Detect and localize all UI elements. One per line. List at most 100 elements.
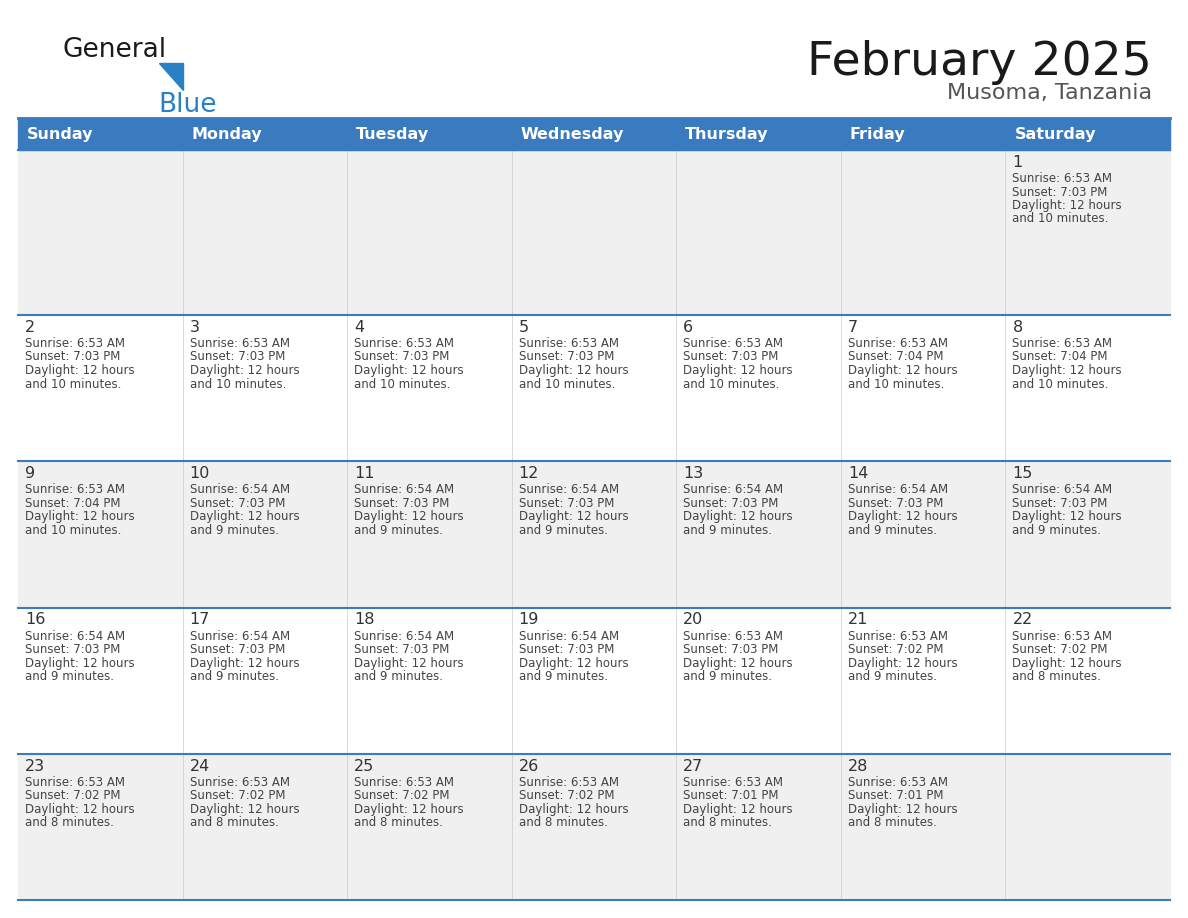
Text: Daylight: 12 hours: Daylight: 12 hours (848, 802, 958, 816)
Text: and 9 minutes.: and 9 minutes. (354, 524, 443, 537)
Text: Sunrise: 6:54 AM: Sunrise: 6:54 AM (354, 630, 454, 643)
Text: and 9 minutes.: and 9 minutes. (190, 524, 278, 537)
Text: Daylight: 12 hours: Daylight: 12 hours (683, 510, 792, 523)
Text: Friday: Friday (849, 127, 905, 141)
Text: 10: 10 (190, 466, 210, 481)
Text: Sunrise: 6:54 AM: Sunrise: 6:54 AM (25, 630, 125, 643)
Text: 3: 3 (190, 320, 200, 335)
Text: Daylight: 12 hours: Daylight: 12 hours (190, 364, 299, 377)
Text: Daylight: 12 hours: Daylight: 12 hours (354, 364, 463, 377)
Bar (18, 150, 1170, 315)
Text: Daylight: 12 hours: Daylight: 12 hours (1012, 656, 1121, 669)
Text: Sunset: 7:02 PM: Sunset: 7:02 PM (354, 789, 449, 802)
Bar (18, 315, 1170, 461)
Text: February 2025: February 2025 (807, 40, 1152, 85)
Text: Sunset: 7:03 PM: Sunset: 7:03 PM (190, 643, 285, 656)
Text: Sunset: 7:03 PM: Sunset: 7:03 PM (848, 497, 943, 509)
Text: Daylight: 12 hours: Daylight: 12 hours (354, 510, 463, 523)
Text: and 9 minutes.: and 9 minutes. (1012, 524, 1101, 537)
Text: and 8 minutes.: and 8 minutes. (519, 816, 607, 829)
Text: 7: 7 (848, 320, 858, 335)
Text: Daylight: 12 hours: Daylight: 12 hours (683, 802, 792, 816)
Text: 13: 13 (683, 466, 703, 481)
Text: and 8 minutes.: and 8 minutes. (190, 816, 278, 829)
Text: Sunset: 7:03 PM: Sunset: 7:03 PM (683, 497, 778, 509)
Text: Sunset: 7:03 PM: Sunset: 7:03 PM (519, 643, 614, 656)
Text: Sunrise: 6:54 AM: Sunrise: 6:54 AM (190, 483, 290, 497)
Bar (18, 754, 1170, 900)
Text: Sunset: 7:03 PM: Sunset: 7:03 PM (683, 643, 778, 656)
Text: Tuesday: Tuesday (356, 127, 429, 141)
Text: Sunset: 7:01 PM: Sunset: 7:01 PM (683, 789, 779, 802)
Text: 15: 15 (1012, 466, 1032, 481)
Bar (18, 608, 1170, 754)
Bar (18, 118, 1170, 150)
Text: 17: 17 (190, 612, 210, 628)
Text: Sunset: 7:03 PM: Sunset: 7:03 PM (25, 351, 120, 364)
Text: Sunset: 7:03 PM: Sunset: 7:03 PM (519, 351, 614, 364)
Text: 23: 23 (25, 759, 45, 774)
Text: Sunset: 7:03 PM: Sunset: 7:03 PM (519, 497, 614, 509)
Text: Blue: Blue (158, 92, 216, 118)
Text: Sunset: 7:03 PM: Sunset: 7:03 PM (354, 643, 449, 656)
Text: and 9 minutes.: and 9 minutes. (519, 524, 608, 537)
Text: Sunday: Sunday (27, 127, 94, 141)
Text: Daylight: 12 hours: Daylight: 12 hours (1012, 364, 1121, 377)
Text: 26: 26 (519, 759, 539, 774)
Text: Daylight: 12 hours: Daylight: 12 hours (354, 802, 463, 816)
Text: Sunset: 7:04 PM: Sunset: 7:04 PM (25, 497, 120, 509)
Text: Daylight: 12 hours: Daylight: 12 hours (519, 656, 628, 669)
Text: Sunset: 7:03 PM: Sunset: 7:03 PM (354, 497, 449, 509)
Text: 8: 8 (1012, 320, 1023, 335)
Text: Daylight: 12 hours: Daylight: 12 hours (519, 510, 628, 523)
Text: Sunset: 7:03 PM: Sunset: 7:03 PM (1012, 185, 1107, 198)
Text: Sunrise: 6:53 AM: Sunrise: 6:53 AM (25, 483, 125, 497)
Text: Daylight: 12 hours: Daylight: 12 hours (1012, 510, 1121, 523)
Text: Sunset: 7:03 PM: Sunset: 7:03 PM (1012, 497, 1107, 509)
Text: 4: 4 (354, 320, 365, 335)
Text: 28: 28 (848, 759, 868, 774)
Text: 25: 25 (354, 759, 374, 774)
Text: 24: 24 (190, 759, 210, 774)
Text: 5: 5 (519, 320, 529, 335)
Text: and 8 minutes.: and 8 minutes. (1012, 670, 1101, 683)
Text: Sunrise: 6:53 AM: Sunrise: 6:53 AM (190, 776, 290, 789)
Text: Sunrise: 6:53 AM: Sunrise: 6:53 AM (25, 776, 125, 789)
Text: Sunrise: 6:53 AM: Sunrise: 6:53 AM (683, 337, 783, 350)
Text: Sunrise: 6:54 AM: Sunrise: 6:54 AM (848, 483, 948, 497)
Text: Sunset: 7:02 PM: Sunset: 7:02 PM (519, 789, 614, 802)
Text: 19: 19 (519, 612, 539, 628)
Text: Sunset: 7:03 PM: Sunset: 7:03 PM (190, 497, 285, 509)
Text: 11: 11 (354, 466, 374, 481)
Text: Sunset: 7:04 PM: Sunset: 7:04 PM (848, 351, 943, 364)
Text: Daylight: 12 hours: Daylight: 12 hours (190, 802, 299, 816)
Bar (18, 461, 1170, 608)
Text: and 9 minutes.: and 9 minutes. (683, 670, 772, 683)
Text: and 9 minutes.: and 9 minutes. (683, 524, 772, 537)
Text: 18: 18 (354, 612, 374, 628)
Text: Sunrise: 6:53 AM: Sunrise: 6:53 AM (1012, 630, 1112, 643)
Text: Sunrise: 6:53 AM: Sunrise: 6:53 AM (519, 337, 619, 350)
Text: Daylight: 12 hours: Daylight: 12 hours (25, 802, 134, 816)
Text: 21: 21 (848, 612, 868, 628)
Text: Sunset: 7:02 PM: Sunset: 7:02 PM (848, 643, 943, 656)
Text: Daylight: 12 hours: Daylight: 12 hours (848, 364, 958, 377)
Polygon shape (159, 63, 183, 90)
Text: Sunrise: 6:54 AM: Sunrise: 6:54 AM (519, 630, 619, 643)
Text: and 8 minutes.: and 8 minutes. (354, 816, 443, 829)
Text: and 9 minutes.: and 9 minutes. (848, 524, 937, 537)
Text: 14: 14 (848, 466, 868, 481)
Text: and 10 minutes.: and 10 minutes. (848, 377, 944, 390)
Text: and 9 minutes.: and 9 minutes. (519, 670, 608, 683)
Text: Sunrise: 6:53 AM: Sunrise: 6:53 AM (848, 630, 948, 643)
Text: Sunset: 7:01 PM: Sunset: 7:01 PM (848, 789, 943, 802)
Text: and 8 minutes.: and 8 minutes. (683, 816, 772, 829)
Text: 12: 12 (519, 466, 539, 481)
Text: and 8 minutes.: and 8 minutes. (25, 816, 114, 829)
Text: Sunrise: 6:53 AM: Sunrise: 6:53 AM (683, 630, 783, 643)
Text: and 10 minutes.: and 10 minutes. (1012, 212, 1108, 226)
Text: and 8 minutes.: and 8 minutes. (848, 816, 936, 829)
Text: Sunrise: 6:53 AM: Sunrise: 6:53 AM (354, 776, 454, 789)
Text: 22: 22 (1012, 612, 1032, 628)
Text: Daylight: 12 hours: Daylight: 12 hours (25, 510, 134, 523)
